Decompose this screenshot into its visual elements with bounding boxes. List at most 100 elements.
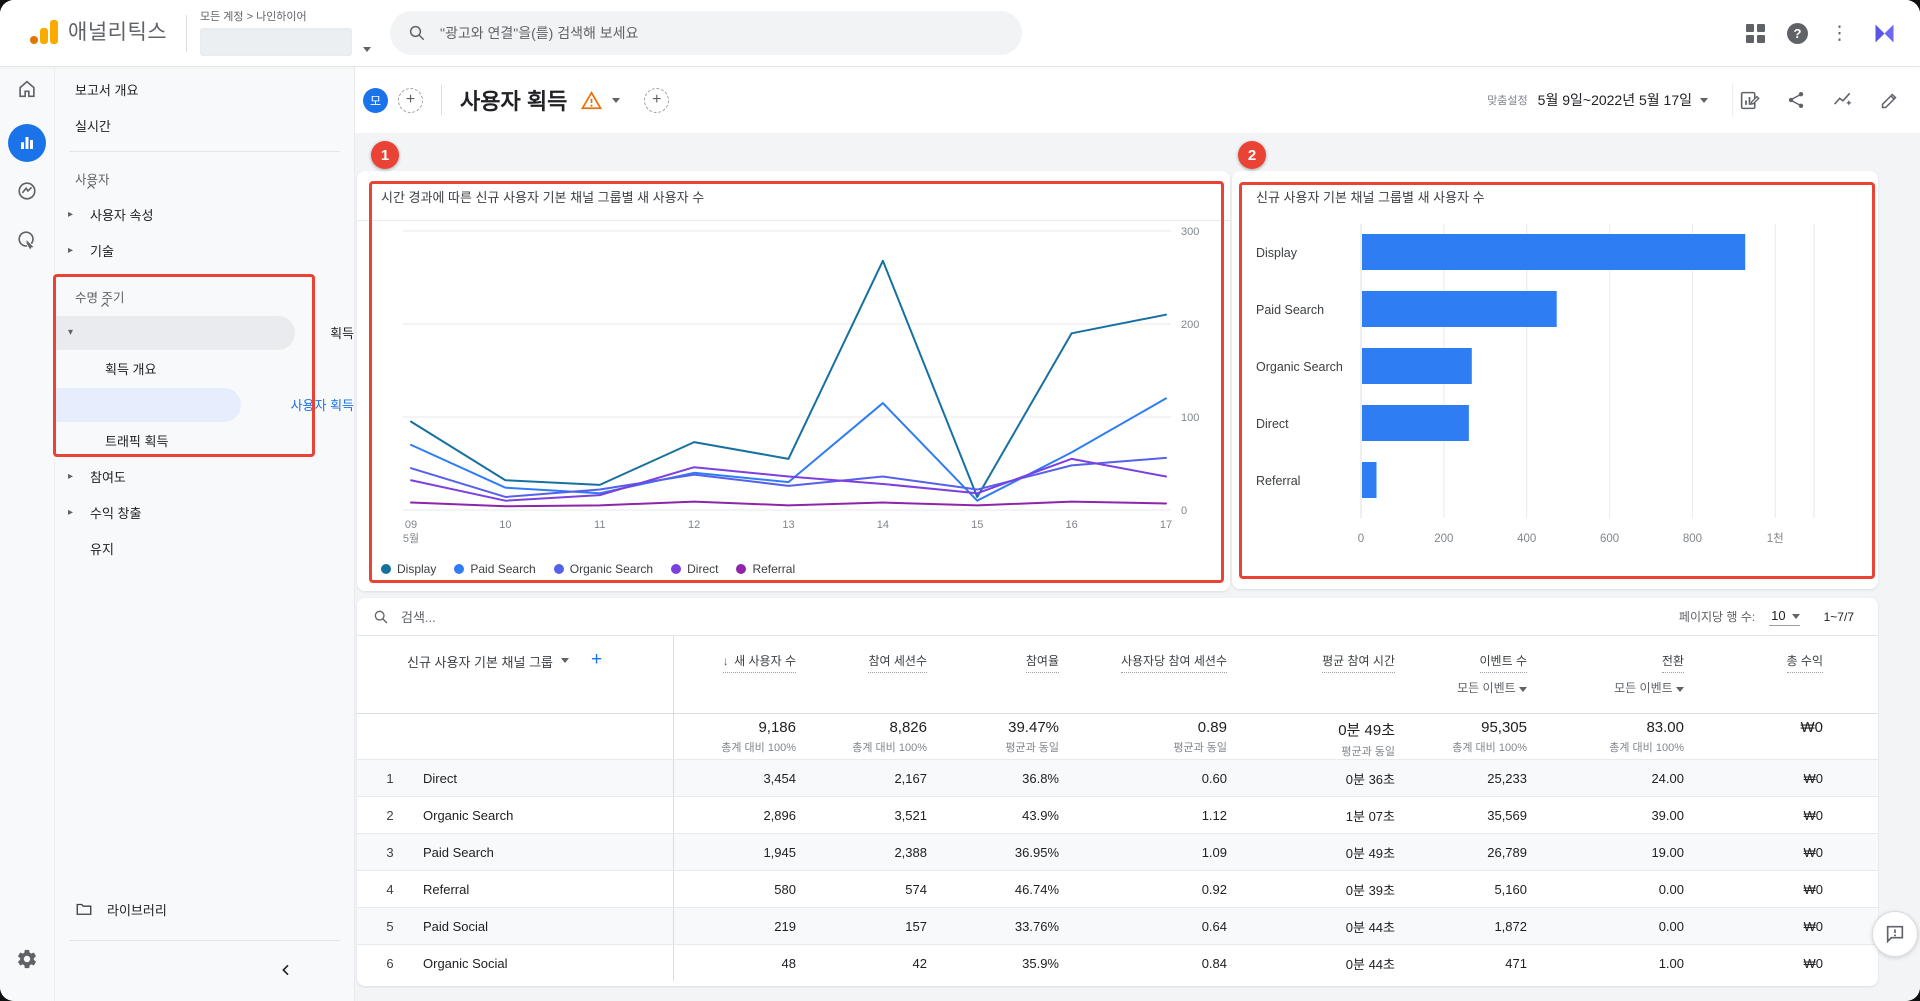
feedback-button[interactable] (1872, 911, 1918, 957)
date-caret-icon[interactable] (1700, 97, 1708, 103)
svg-text:100: 100 (1181, 412, 1199, 424)
sidebar-item-tech[interactable]: ▸ 기술 (68, 243, 114, 259)
sidebar-item-realtime[interactable]: 실시간 (75, 118, 111, 134)
legend-item[interactable]: Organic Search (553, 562, 654, 576)
svg-text:09: 09 (405, 519, 417, 531)
totals-cell: 8,826 총계 대비 100% (852, 719, 927, 754)
analytics-logo[interactable]: 애널리틱스 (30, 16, 167, 46)
table-row[interactable]: 1 Direct 3,454 2,167 36.8% 0.60 0분 36초 25,233 24… (357, 759, 1878, 796)
dimension-header[interactable]: 신규 사용자 기본 채널 그룹 (407, 655, 554, 670)
metric-cell: 26,789 (1487, 844, 1527, 860)
legend-item[interactable]: Display (381, 562, 436, 576)
edit-pencil-icon[interactable] (1880, 90, 1900, 110)
table-row[interactable]: 3 Paid Search 1,945 2,388 36.95% 1.09 0분 49초 26… (357, 833, 1878, 870)
legend-item[interactable]: Direct (671, 562, 718, 576)
sidebar-item-user-acquisition[interactable]: 사용자 획득 (55, 386, 354, 422)
svg-text:Display: Display (1256, 246, 1298, 260)
left-icon-rail (0, 67, 55, 1001)
metric-cell: ₩0 (1803, 955, 1824, 971)
legend-label: Paid Search (470, 562, 536, 576)
topbar-divider (186, 15, 187, 52)
chevron-up-icon[interactable] (99, 299, 111, 314)
date-range-selector[interactable]: 5월 9일~2022년 5월 17일 (1537, 92, 1692, 108)
column-header[interactable]: 사용자당 참여 세션수 (1059, 636, 1227, 713)
property-caret-icon[interactable] (363, 44, 371, 55)
metric-cell: 580 (774, 881, 796, 897)
sidebar-item-traffic-acquisition[interactable]: 트래픽 획득 (105, 433, 169, 449)
add-comparison-icon[interactable]: + (398, 87, 423, 113)
share-icon[interactable] (1786, 90, 1806, 110)
column-header[interactable]: 이벤트 수 모든 이벤트 (1395, 636, 1527, 713)
svg-text:Referral: Referral (1256, 474, 1300, 488)
svg-text:17: 17 (1160, 519, 1172, 531)
account-avatar[interactable] (1871, 20, 1898, 47)
column-header[interactable]: 평균 참여 시간 (1227, 636, 1395, 713)
channel-name: Organic Social (423, 955, 508, 971)
table-search-input[interactable]: 검색... (373, 607, 1679, 626)
global-search-input[interactable]: "광고와 연결"을(를) 검색해 보세요 (390, 11, 1022, 55)
help-icon[interactable]: ? (1787, 23, 1808, 44)
chevron-right-icon: ▸ (68, 208, 74, 220)
legend-item[interactable]: Referral (736, 562, 795, 576)
sidebar-item-acquisition-overview[interactable]: 획득 개요 (105, 361, 157, 377)
column-subfilter[interactable]: 모든 이벤트 (1395, 679, 1527, 696)
customize-label: 맞춤설정 (1487, 95, 1528, 107)
bar-display (1362, 234, 1746, 270)
metric-cell: 35,569 (1487, 807, 1527, 823)
column-header[interactable]: ↓ 새 사용자 수 (674, 636, 796, 713)
column-header[interactable]: 참여율 (927, 636, 1059, 713)
collapse-sidebar-icon[interactable] (278, 962, 294, 983)
table-row[interactable]: 4 Referral 580 574 46.74% 0.92 0분 39초 5,160 0.00… (357, 870, 1878, 907)
column-header[interactable]: 전환 모든 이벤트 (1527, 636, 1684, 713)
bar-chart-svg[interactable]: 0 200 400 600 800 1천 Display Paid Search Organic… (1256, 216, 1854, 572)
chevron-up-icon[interactable] (85, 181, 97, 196)
svg-text:14: 14 (877, 519, 889, 531)
svg-text:200: 200 (1181, 319, 1199, 331)
comparison-chip[interactable]: 모 (363, 87, 388, 113)
sidebar-item-retention[interactable]: 유지 (90, 541, 114, 557)
property-selector-redacted[interactable] (200, 28, 352, 56)
add-metric-icon[interactable]: + (644, 87, 670, 113)
warning-icon[interactable] (581, 90, 603, 110)
table-row[interactable]: 2 Organic Search 2,896 3,521 43.9% 1.12 1분 07초… (357, 796, 1878, 833)
line-chart-card: 시간 경과에 따른 신규 사용자 기본 채널 그룹별 새 사용자 수 0 100 2… (357, 171, 1230, 591)
metric-cell: 25,233 (1487, 770, 1527, 786)
sidebar-item-monetization[interactable]: ▸ 수익 창출 (68, 505, 142, 521)
add-dimension-icon[interactable]: + (591, 649, 603, 670)
sidebar-section-lifecycle[interactable]: 수명 주기 (55, 278, 354, 314)
reports-icon[interactable] (8, 124, 46, 162)
advertising-icon[interactable] (8, 221, 46, 259)
svg-text:400: 400 (1517, 533, 1536, 545)
home-icon[interactable] (8, 70, 46, 108)
table-row[interactable]: 5 Paid Social 219 157 33.76% 0.64 0분 44초 1,872 0… (357, 907, 1878, 944)
sidebar-item-user-attributes[interactable]: ▸ 사용자 속성 (68, 207, 154, 223)
search-placeholder: "광고와 연결"을(를) 검색해 보세요 (440, 25, 639, 41)
legend-dot-icon (671, 564, 682, 574)
sidebar-item-engagement[interactable]: ▸ 참여도 (68, 469, 126, 485)
rows-per-page-select[interactable]: 10 (1769, 608, 1800, 626)
line-chart-title: 시간 경과에 따른 신규 사용자 기본 채널 그룹별 새 사용자 수 (381, 190, 705, 205)
svg-text:5월: 5월 (403, 532, 419, 545)
settings-gear-icon[interactable] (8, 940, 46, 978)
legend-item[interactable]: Paid Search (454, 562, 536, 576)
sidebar-item-library[interactable]: 라이브러리 (55, 891, 354, 927)
sidebar-item-report-overview[interactable]: 보고서 개요 (75, 82, 139, 98)
breadcrumb: 모든 계정 > 나인하이어 (200, 11, 307, 23)
more-menu-icon[interactable]: ⋮ (1830, 23, 1849, 44)
column-header[interactable]: 총 수익 (1684, 636, 1823, 713)
metric-cell: 5,160 (1494, 881, 1527, 897)
channel-name: Paid Social (423, 918, 489, 934)
dimension-caret-icon[interactable] (561, 658, 570, 663)
sidebar-section-user[interactable]: 사용자 (55, 160, 354, 196)
legend-label: Organic Search (569, 562, 654, 576)
warning-caret-icon[interactable] (612, 97, 621, 103)
column-header[interactable]: 참여 세션수 (796, 636, 927, 713)
table-row[interactable]: 6 Organic Social 48 42 35.9% 0.84 0분 44초 471 1.0… (357, 944, 1878, 981)
customize-report-icon[interactable] (1739, 90, 1760, 111)
insights-icon[interactable] (1832, 90, 1854, 110)
explore-icon[interactable] (8, 172, 46, 210)
column-subfilter[interactable]: 모든 이벤트 (1527, 679, 1684, 696)
sidebar-item-acquisition[interactable]: ▾ 획득 (55, 314, 354, 350)
apps-grid-icon[interactable] (1746, 24, 1765, 43)
